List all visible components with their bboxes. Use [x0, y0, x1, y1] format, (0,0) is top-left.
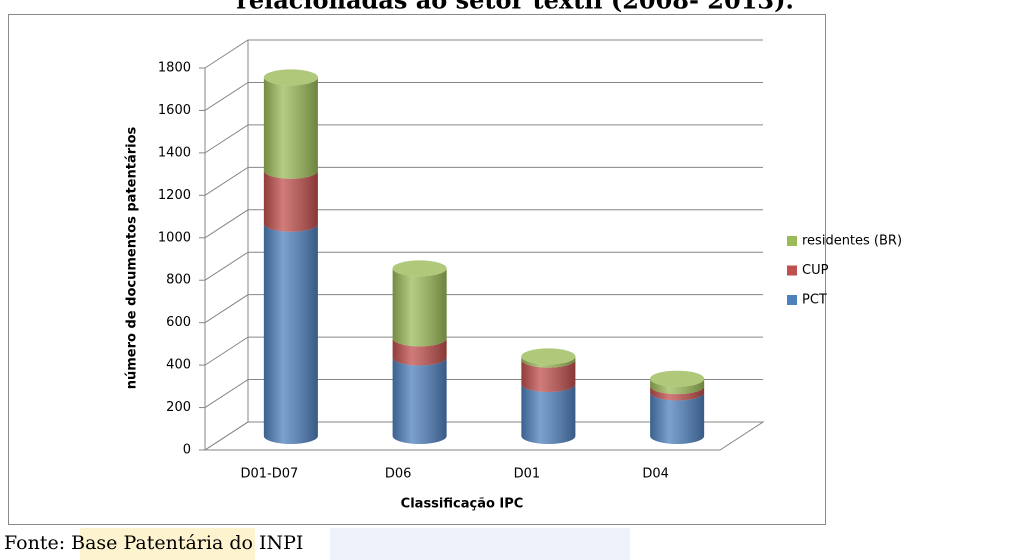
legend-swatch — [787, 236, 797, 246]
source-note: Fonte: Base Patentária do INPI — [4, 532, 303, 554]
x-tick-label: D01 — [514, 467, 541, 482]
bar-shading — [521, 384, 576, 444]
bar-shading — [263, 170, 318, 232]
bar-cap-highlight — [392, 260, 447, 277]
y-tick-label: 0 — [183, 443, 191, 458]
grid-line — [204, 294, 763, 324]
bar-shading — [650, 392, 705, 444]
y-tick-label: 1400 — [158, 145, 191, 160]
bar-shading — [650, 386, 705, 401]
bar-shading — [392, 268, 447, 347]
grid-line — [204, 336, 763, 366]
bar-cap — [392, 260, 447, 277]
bar-cap — [650, 370, 705, 387]
bar-cap — [521, 348, 576, 365]
legend-label: PCT — [802, 293, 827, 308]
x-axis-label: Classificação IPC — [401, 497, 524, 512]
grid-line — [204, 421, 763, 451]
grid-line — [204, 81, 763, 111]
x-tick-label: D04 — [642, 467, 669, 482]
grid-line — [204, 39, 763, 69]
legend-label: residentes (BR) — [802, 234, 902, 249]
grid-line — [204, 251, 763, 281]
grid-line — [204, 124, 763, 154]
bar-shading — [521, 356, 576, 368]
legend-label: CUP — [802, 263, 829, 278]
y-tick-label: 1600 — [158, 103, 191, 118]
chart-frame — [8, 14, 826, 525]
bar-cap-highlight — [521, 348, 576, 365]
x-tick-label: D06 — [385, 467, 412, 482]
y-tick-label: 200 — [166, 400, 191, 415]
bar-cap — [263, 69, 318, 86]
y-tick-label: 800 — [166, 273, 191, 288]
bar-shading — [521, 359, 576, 393]
watermark — [330, 528, 630, 560]
y-tick-label: 1000 — [158, 230, 191, 245]
legend-swatch — [787, 295, 797, 305]
legend-swatch — [787, 265, 797, 276]
y-tick-label: 1800 — [158, 61, 191, 76]
x-tick-label: D01-D07 — [240, 467, 298, 482]
grid-line — [204, 209, 763, 239]
grid-line — [204, 166, 763, 196]
bar-cap-highlight — [263, 69, 318, 86]
bar-shading — [392, 357, 447, 444]
watermark — [80, 528, 255, 560]
y-tick-label: 1200 — [158, 188, 191, 203]
bar-shading — [263, 77, 318, 179]
grid-line — [204, 379, 763, 408]
bar-shading — [650, 378, 705, 395]
y-axis-label: número de documentos patentários — [125, 126, 140, 389]
document-title: relacionadas ao setor têxtil (2008- 2013… — [236, 0, 794, 15]
y-tick-label: 400 — [166, 358, 191, 373]
plot: 0 200 400 600 800 1000 1200 1400 1600 1800 D01-D07… — [158, 39, 902, 482]
bar-shading — [263, 223, 318, 444]
bar-shading — [392, 338, 447, 366]
bar-cap-highlight — [650, 370, 705, 387]
y-tick-label: 600 — [166, 315, 191, 330]
